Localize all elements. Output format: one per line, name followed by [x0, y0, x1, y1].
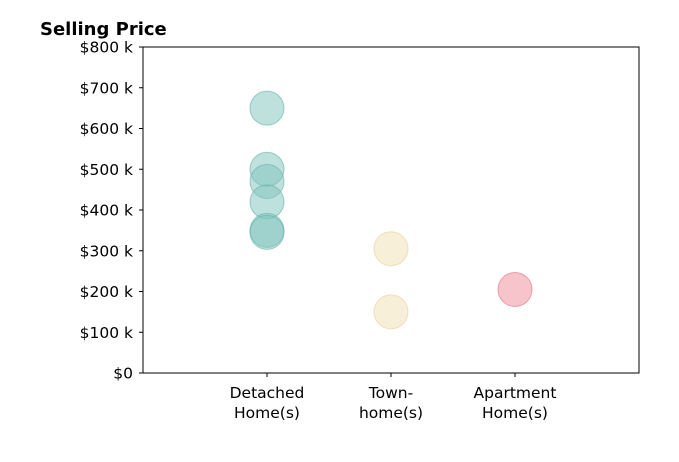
data-point — [249, 214, 285, 250]
y-tick-label: $200 k — [80, 283, 133, 301]
y-tick-label: $400 k — [80, 202, 133, 220]
y-tick-label: $100 k — [80, 324, 133, 342]
x-tick-label: Home(s) — [234, 404, 300, 422]
data-point — [373, 231, 409, 267]
x-tick-label: Home(s) — [482, 404, 548, 422]
x-tick-label: Apartment — [474, 384, 557, 402]
y-tick-label: $600 k — [80, 120, 133, 138]
data-point — [249, 90, 285, 126]
x-tick-label: home(s) — [359, 404, 423, 422]
data-point — [497, 271, 533, 307]
y-tick-label: $700 k — [80, 79, 133, 97]
y-tick-label: $800 k — [80, 39, 133, 57]
y-tick-label: $500 k — [80, 161, 133, 179]
x-tick-label: Town- — [368, 384, 413, 402]
y-tick-label: $300 k — [80, 242, 133, 260]
y-tick-label: $0 — [113, 365, 133, 383]
x-tick-label: Detached — [230, 384, 305, 402]
data-point — [373, 294, 409, 330]
plot-area: $0 $100 k $200 k $300 k $400 k $500 k $600 k $7… — [80, 39, 640, 422]
chart-title: Selling Price — [40, 19, 167, 40]
